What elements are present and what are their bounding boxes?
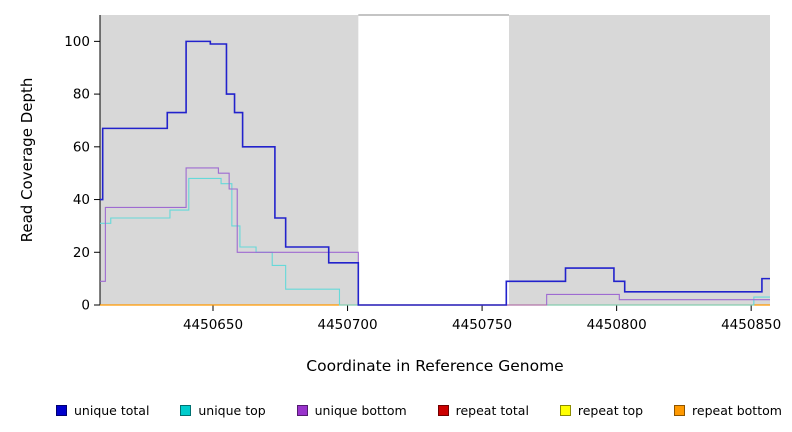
legend-label: unique top (198, 402, 266, 418)
y-tick-label: 40 (73, 192, 90, 208)
legend-item: unique bottom (296, 402, 407, 418)
legend-item: unique top (180, 402, 266, 418)
legend-label: repeat total (455, 402, 529, 418)
legend-label: repeat bottom (692, 402, 782, 418)
y-tick-label: 20 (73, 245, 90, 261)
legend-swatch (180, 404, 192, 416)
y-tick-label: 0 (81, 298, 90, 314)
x-tick-label: 4450750 (452, 317, 512, 333)
legend-swatch (296, 404, 308, 416)
series-unique-top (100, 177, 770, 306)
x-axis-label: Coordinate in Reference Genome (306, 357, 564, 375)
x-tick-label: 4450650 (183, 317, 243, 333)
legend-swatch (437, 404, 449, 416)
legend-label: repeat top (577, 402, 644, 418)
legend-swatch (674, 404, 686, 416)
y-tick-label: 60 (73, 139, 90, 155)
legend-swatch (559, 404, 571, 416)
legend-item: repeat top (559, 402, 644, 418)
series-unique-bottom (100, 167, 770, 306)
y-tick-label: 100 (64, 34, 90, 50)
legend-label: unique bottom (314, 402, 407, 418)
x-tick-label: 4450700 (317, 317, 377, 333)
y-axis-label: Read Coverage Depth (18, 77, 36, 243)
legend: unique total unique top unique bottom repea… (0, 400, 792, 420)
series-unique-total (100, 40, 770, 306)
shaded-region (508, 15, 770, 305)
legend-swatch (56, 404, 67, 416)
legend-item: repeat bottom (674, 403, 782, 418)
coverage-chart: 0 20 40 60 80 100 4450650 4450700 4450750 4450800… (64, 14, 781, 333)
shaded-region (100, 15, 359, 305)
x-tick-label: 4450850 (721, 317, 781, 333)
legend-item: unique total (56, 403, 149, 418)
y-tick-label: 80 (73, 87, 90, 103)
legend-item: repeat total (437, 402, 529, 418)
x-tick-label: 4450800 (587, 317, 647, 333)
legend-label: unique total (74, 402, 150, 418)
